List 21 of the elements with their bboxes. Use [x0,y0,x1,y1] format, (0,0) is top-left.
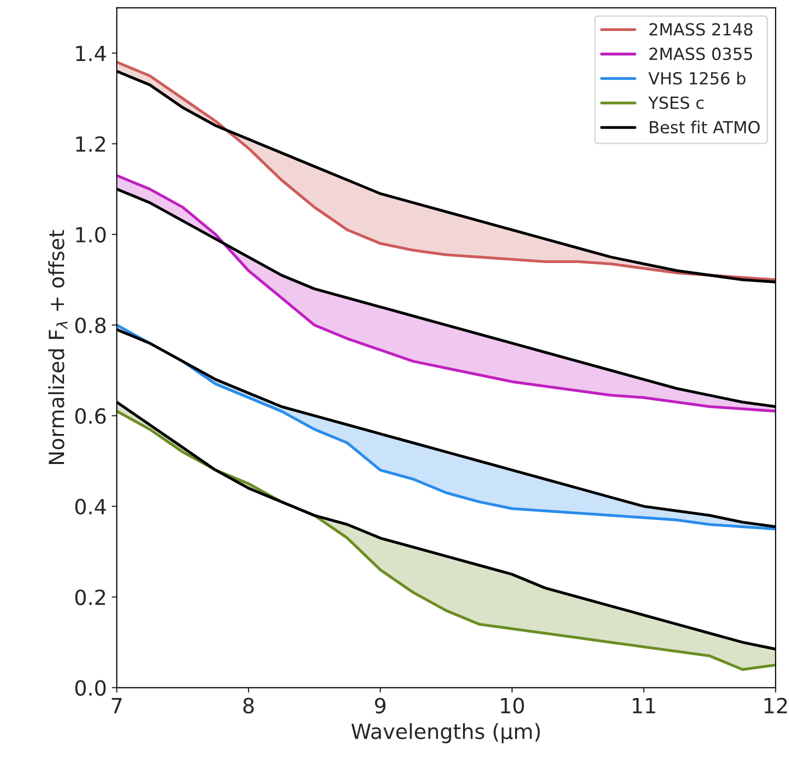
y-tick-label: 1.4 [76,46,106,62]
x-tick-label: 12 [764,698,787,714]
y-tick-label: 1.2 [76,136,105,152]
y-tick-label: 0.2 [75,589,105,606]
y-tick-label: 1.0 [76,226,106,243]
legend-label: Best fit ATMO [650,120,760,134]
y-tick-label: 0.0 [75,680,106,696]
x-tick-label: 7 [112,698,122,714]
x-tick-label: 10 [501,698,524,714]
x-tick-label: 9 [374,698,386,714]
x-tick-label: 11 [632,698,656,714]
x-axis-title: Wavelengths (µm) [351,723,540,744]
y-tick-label: 0.4 [75,498,106,515]
legend-label: YSES c [648,96,704,110]
y-tick-label: 0.6 [75,408,106,424]
legend-label: 2MASS 0355 [649,48,752,60]
legend-label: VHS 1256 b [648,72,746,85]
y-axis-title: Normalized F$_{λ}$ + offset [48,230,68,464]
x-tick-label: 8 [243,698,254,714]
legend-label: 2MASS 2148 [649,23,752,36]
y-tick-label: 0.8 [75,318,106,334]
